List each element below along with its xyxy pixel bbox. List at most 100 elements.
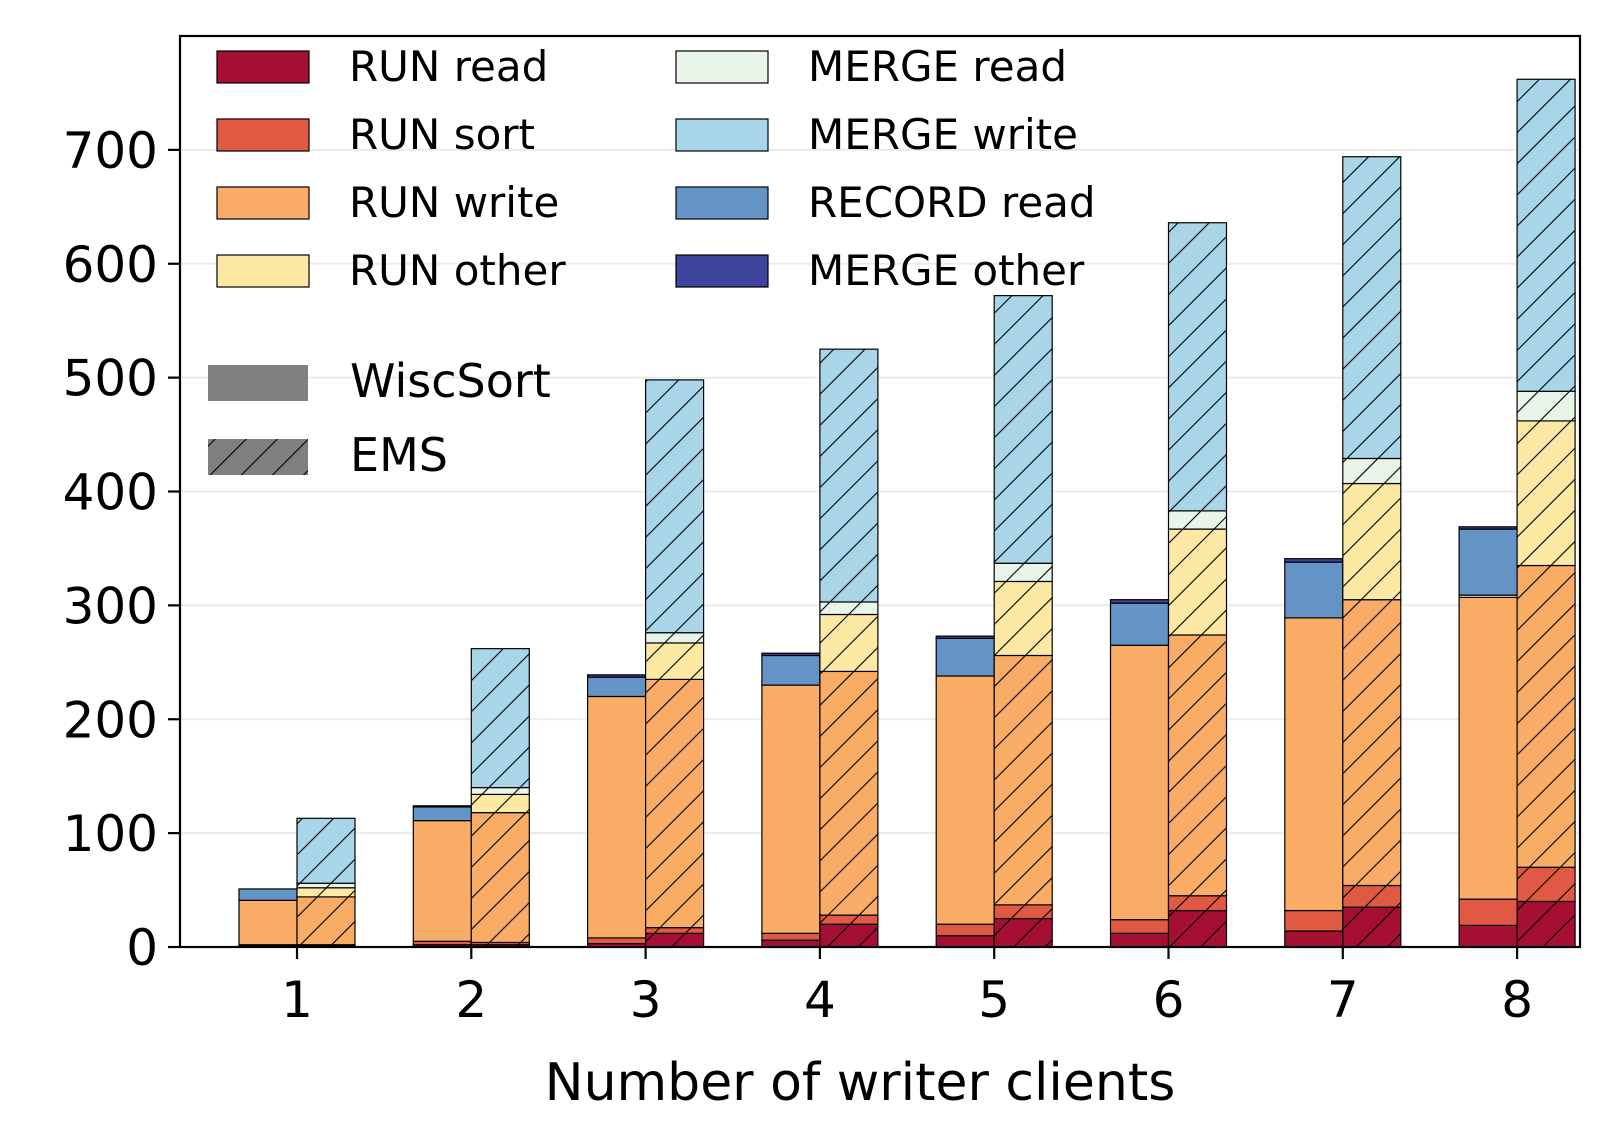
bar-ems-run-other-hatch — [994, 581, 1053, 656]
y-tick-label: 200 — [63, 691, 158, 749]
bar-wiscsort-run-sort — [1458, 898, 1518, 926]
x-tick-label: 2 — [455, 971, 487, 1029]
legend-swatch — [216, 118, 310, 152]
legend-label: MERGE other — [808, 246, 1085, 295]
legend-label: RUN other — [349, 246, 566, 295]
bar-wiscsort-record-read — [761, 654, 821, 686]
legend-label: MERGE read — [808, 42, 1067, 91]
legend-swatch — [675, 186, 769, 220]
legend-swatch-hatch — [208, 439, 308, 475]
bar-ems-merge-write-hatch — [471, 648, 530, 788]
bar-wiscsort-record-read — [1109, 602, 1170, 646]
bar-wiscsort-run-write — [412, 819, 472, 942]
bar-ems-run-read-hatch — [645, 933, 704, 947]
legend-label: RUN write — [349, 178, 559, 227]
y-tick-label: 0 — [126, 919, 158, 977]
bar-wiscsort-record-read — [238, 888, 298, 901]
bar-ems-run-write-hatch — [1342, 599, 1401, 886]
bar-ems-run-write-hatch — [819, 671, 878, 916]
legend-label: MERGE write — [808, 110, 1078, 159]
x-tick-label: 6 — [1153, 971, 1185, 1029]
bar-ems-run-other-hatch — [1517, 420, 1576, 566]
bar-wiscsort-run-read — [1458, 924, 1518, 948]
bar-wiscsort-run-write — [238, 899, 298, 946]
bar-ems-run-read-hatch — [1168, 910, 1227, 947]
bar-ems-run-sort-hatch — [1168, 895, 1227, 911]
bar-wiscsort-merge-other — [761, 652, 821, 657]
bar-ems-merge-read-hatch — [1517, 391, 1576, 421]
bars — [238, 78, 1576, 948]
bar-wiscsort-run-sort — [1284, 909, 1344, 932]
x-tick-label: 8 — [1501, 971, 1533, 1029]
bar-wiscsort-run-write — [1109, 644, 1170, 921]
bar-wiscsort-record-read — [586, 676, 647, 698]
bar-wiscsort-run-read — [1109, 932, 1170, 948]
bar-wiscsort-run-write — [1284, 617, 1344, 912]
x-tick-label: 1 — [281, 971, 313, 1029]
bar-wiscsort-merge-other — [1458, 526, 1518, 530]
bar-ems-run-write-hatch — [645, 679, 704, 928]
bar-wiscsort-record-read — [412, 806, 472, 822]
bar-ems-run-other-hatch — [471, 794, 530, 813]
bar-ems-merge-write-hatch — [1517, 79, 1576, 392]
bar-ems-merge-write-hatch — [819, 349, 878, 602]
bar-ems-merge-read-hatch — [1168, 510, 1227, 530]
bar-wiscsort-record-read — [1458, 528, 1518, 596]
legend-label: RECORD read — [808, 178, 1096, 227]
legend-swatch — [216, 50, 310, 84]
bar-ems-merge-write-hatch — [994, 295, 1053, 564]
bar-wiscsort-merge-other — [412, 805, 472, 808]
bar-wiscsort-run-write — [935, 675, 995, 925]
x-tick-label: 3 — [630, 971, 662, 1029]
bar-ems-run-other-hatch — [1342, 483, 1401, 600]
bar-ems-merge-read-hatch — [994, 563, 1053, 582]
legend: RUN read RUN sort RUN write RUN other MERGE … — [208, 42, 1096, 482]
bar-ems-run-write-hatch — [1517, 565, 1576, 868]
legend-label-system: WiscSort — [350, 354, 551, 408]
bar-ems-merge-write-hatch — [1342, 156, 1401, 459]
bar-ems-run-sort-hatch — [1342, 885, 1401, 908]
bar-wiscsort-merge-other — [1109, 599, 1170, 604]
legend-swatch — [675, 50, 769, 84]
y-tick-label: 300 — [63, 577, 158, 635]
bar-wiscsort-merge-other — [586, 674, 647, 678]
legend-swatch-system — [208, 365, 308, 401]
y-tick-label: 700 — [63, 122, 158, 180]
bar-wiscsort-run-write — [1458, 596, 1518, 900]
bar-ems-run-sort-hatch — [994, 904, 1053, 919]
legend-swatch — [216, 186, 310, 220]
bar-ems-merge-read-hatch — [645, 632, 704, 643]
bar-wiscsort-run-write — [761, 684, 821, 934]
bar-ems-run-sort-hatch — [1517, 867, 1576, 902]
legend-swatch — [216, 254, 310, 288]
axis-ticks: 0 100 200 300 400 500 600 700 1 2 3 4 5 6 7 8 — [63, 122, 1533, 1029]
x-tick-label: 5 — [978, 971, 1010, 1029]
bar-ems-run-other-hatch — [645, 642, 704, 680]
bar-wiscsort-run-write — [586, 695, 647, 939]
legend-label-system: EMS — [350, 428, 448, 482]
y-tick-label: 100 — [63, 805, 158, 863]
bar-ems-run-sort-hatch — [645, 927, 704, 934]
bar-ems-run-read-hatch — [1342, 907, 1401, 947]
bar-wiscsort-merge-other — [935, 635, 995, 639]
bar-ems-run-sort-hatch — [471, 942, 530, 945]
bar-ems-run-read-hatch — [994, 918, 1053, 947]
legend-label: RUN read — [349, 42, 548, 91]
bar-ems-merge-read-hatch — [1342, 458, 1401, 484]
bar-wiscsort-merge-other — [1284, 558, 1344, 563]
legend-swatch — [675, 118, 769, 152]
bar-ems-run-read-hatch — [1517, 901, 1576, 947]
bar-ems-merge-write-hatch — [1168, 222, 1227, 511]
gridlines — [180, 148, 1580, 835]
bar-wiscsort-run-read — [1284, 930, 1344, 948]
y-tick-label: 600 — [63, 236, 158, 294]
bar-wiscsort-run-read — [935, 935, 995, 948]
bar-wiscsort-run-sort — [586, 937, 647, 945]
bar-ems-run-sort-hatch — [819, 915, 878, 925]
bar-wiscsort-run-sort — [935, 923, 995, 937]
y-tick-label: 400 — [63, 464, 158, 522]
bar-ems-run-write-hatch — [1168, 634, 1227, 896]
bar-wiscsort-record-read — [935, 637, 995, 677]
bar-ems-run-read-hatch — [471, 944, 530, 947]
